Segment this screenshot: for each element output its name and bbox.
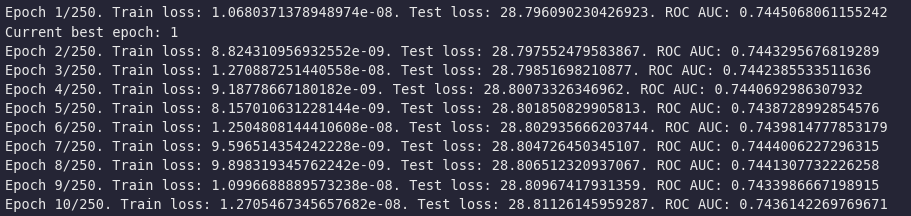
Text: Epoch 2/250. Train loss: 8.824310956932552e-09. Test loss: 28.797552479583867. R: Epoch 2/250. Train loss: 8.8243109569325… — [5, 45, 878, 59]
Text: Current best epoch: 1: Current best epoch: 1 — [5, 26, 178, 40]
Text: Epoch 7/250. Train loss: 9.596514354242228e-09. Test loss: 28.804726450345107. R: Epoch 7/250. Train loss: 9.5965143542422… — [5, 140, 878, 154]
Text: Epoch 6/250. Train loss: 1.2504808144410608e-08. Test loss: 28.802935666203744. : Epoch 6/250. Train loss: 1.2504808144410… — [5, 121, 886, 135]
Text: Epoch 1/250. Train loss: 1.0680371378948974e-08. Test loss: 28.796090230426923. : Epoch 1/250. Train loss: 1.0680371378948… — [5, 6, 886, 21]
Text: Epoch 4/250. Train loss: 9.18778667180182e-09. Test loss: 28.80073326346962. ROC: Epoch 4/250. Train loss: 9.1877866718018… — [5, 83, 862, 97]
Text: Epoch 8/250. Train loss: 9.898319345762242e-09. Test loss: 28.806512320937067. R: Epoch 8/250. Train loss: 9.8983193457622… — [5, 159, 878, 173]
Text: Epoch 9/250. Train loss: 1.0996688889573238e-08. Test loss: 28.80967417931359. R: Epoch 9/250. Train loss: 1.0996688889573… — [5, 178, 878, 192]
Text: Epoch 5/250. Train loss: 8.157010631228144e-09. Test loss: 28.801850829905813. R: Epoch 5/250. Train loss: 8.1570106312281… — [5, 102, 878, 116]
Text: Epoch 3/250. Train loss: 1.270887251440558e-08. Test loss: 28.79851698210877. RO: Epoch 3/250. Train loss: 1.2708872514405… — [5, 64, 870, 78]
Text: Epoch 10/250. Train loss: 1.2705467345657682e-08. Test loss: 28.81126145959287. : Epoch 10/250. Train loss: 1.270546734565… — [5, 198, 886, 212]
